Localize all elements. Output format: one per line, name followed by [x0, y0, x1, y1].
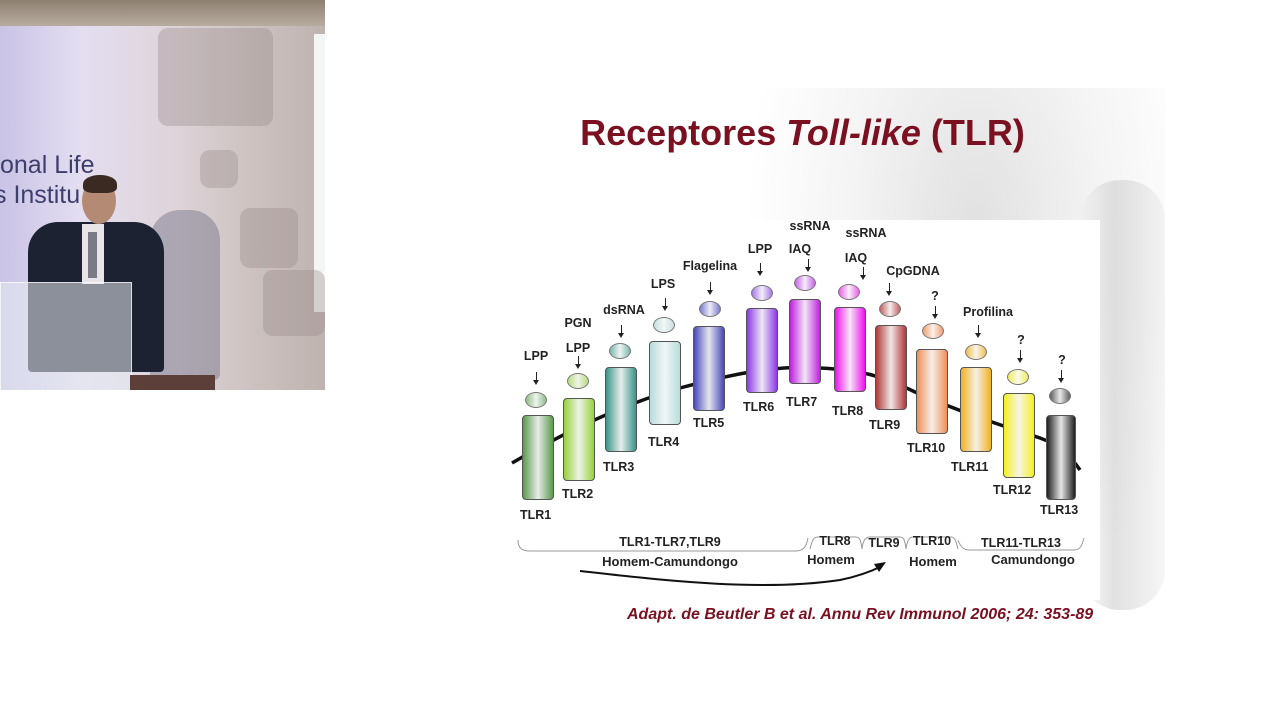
receptor-label: TLR8 — [832, 404, 864, 418]
speaker-hair — [83, 175, 117, 193]
speaker-video-thumbnail[interactable]: onal Life s Institu — [0, 0, 325, 390]
receptor-cap — [1049, 388, 1071, 404]
citation: Adapt. de Beutler B et al. Annu Rev Immu… — [627, 606, 1094, 623]
arrow-down-icon — [533, 372, 539, 385]
title-suffix: (TLR) — [920, 112, 1025, 153]
ligand-label: CpGDNA — [886, 264, 940, 278]
ligand-label: ssRNA — [789, 219, 831, 233]
arrow-down-icon — [886, 283, 892, 296]
arrow-down-icon — [707, 282, 713, 295]
receptor-label: TLR10 — [907, 441, 946, 455]
receptor-label: TLR1 — [520, 508, 552, 522]
receptor-cap — [653, 317, 675, 333]
podium — [0, 282, 132, 390]
receptor-label: TLR6 — [743, 400, 775, 414]
receptor-body — [789, 299, 821, 384]
ligand-label: LPP — [747, 242, 773, 256]
backdrop-square — [263, 270, 325, 336]
slide-title: Receptores Toll-like (TLR) — [500, 112, 1105, 154]
receptor-label: TLR11 — [951, 460, 989, 474]
ligand-label: IAQ — [844, 251, 868, 265]
receptor-cap — [609, 343, 631, 359]
species-label-camundongo: Camundongo — [991, 552, 1075, 567]
ceiling — [0, 0, 325, 26]
backdrop-text-line2: s Institu — [0, 181, 81, 209]
backdrop-text-line1: onal Life — [0, 151, 95, 179]
group-label-tlr11-13: TLR11-TLR13 — [981, 536, 1061, 550]
receptor-cap — [525, 392, 547, 408]
receptor-label: TLR7 — [786, 395, 818, 409]
arrow-down-icon — [932, 306, 938, 319]
receptor-cap — [838, 284, 860, 300]
receptor-cap — [794, 275, 816, 291]
receptor-body — [834, 307, 866, 392]
backdrop-square — [158, 28, 273, 126]
receptor-cap — [567, 373, 589, 389]
ligand-label: PGN — [564, 316, 592, 330]
receptor-cap — [699, 301, 721, 317]
receptor-body — [522, 415, 554, 500]
receptor-cap — [879, 301, 901, 317]
ligand-label: ssRNA — [845, 226, 887, 240]
species-label-homem-tlr8: Homem — [807, 552, 855, 567]
arrow-down-icon — [860, 267, 866, 280]
group-label-tlr8: TLR8 — [819, 534, 851, 548]
receptor-label: TLR3 — [603, 460, 635, 474]
group-label-tlr1-7-9: TLR1-TLR7,TLR9 — [619, 535, 721, 549]
receptor-body — [746, 308, 778, 393]
arrow-down-icon — [805, 259, 811, 272]
receptor-label: TLR9 — [869, 418, 901, 432]
arrow-down-icon — [1017, 350, 1023, 363]
ligand-label: Flagelina — [682, 259, 738, 273]
arrow-down-icon — [662, 298, 668, 311]
ligand-label: IAQ — [788, 242, 812, 256]
arrow-down-icon — [1058, 370, 1064, 383]
stage-floor — [130, 375, 215, 390]
receptor-cap — [965, 344, 987, 360]
ligand-label: LPP — [523, 349, 549, 363]
species-label-homem-camundongo: Homem-Camundongo — [602, 554, 738, 569]
receptor-body — [1046, 415, 1076, 500]
receptor-body — [649, 341, 681, 425]
receptor-label: TLR12 — [993, 483, 1032, 497]
receptor-cap — [1007, 369, 1029, 385]
receptor-label: TLR4 — [648, 435, 680, 449]
backdrop-square — [240, 208, 298, 268]
receptor-label: TLR13 — [1040, 503, 1079, 517]
arrow-down-icon — [575, 356, 581, 369]
backdrop-square — [200, 150, 238, 188]
receptor-body — [563, 398, 595, 481]
ligand-label: LPS — [650, 277, 676, 291]
ligand-label: ? — [1017, 333, 1025, 347]
group-label-tlr10: TLR10 — [912, 534, 952, 548]
arrow-down-icon — [618, 325, 624, 338]
receptor-label: TLR5 — [693, 416, 725, 430]
ligand-label: ? — [1058, 353, 1066, 367]
receptor-cap — [751, 285, 773, 301]
receptor-label: TLR2 — [562, 487, 594, 501]
receptor-body — [605, 367, 637, 452]
arrow-down-icon — [975, 325, 981, 338]
ligand-label: dsRNA — [603, 303, 645, 317]
receptor-body — [1003, 393, 1035, 478]
projection-screen-edge — [314, 34, 325, 312]
group-label-tlr9: TLR9 — [868, 536, 900, 550]
ligand-label: ? — [931, 289, 939, 303]
speaker-tie — [88, 232, 97, 278]
title-italic: Toll-like — [786, 112, 921, 153]
receptor-body — [875, 325, 907, 410]
receptor-cap — [922, 323, 944, 339]
receptor-body — [960, 367, 992, 452]
receptor-body — [916, 349, 948, 434]
ligand-label: LPP — [565, 341, 591, 355]
ligand-label: Profilina — [962, 305, 1014, 319]
species-label-homem-tlr10: Homem — [909, 554, 957, 569]
title-prefix: Receptores — [580, 112, 787, 153]
arrow-down-icon — [757, 263, 763, 276]
receptor-body — [693, 326, 725, 411]
